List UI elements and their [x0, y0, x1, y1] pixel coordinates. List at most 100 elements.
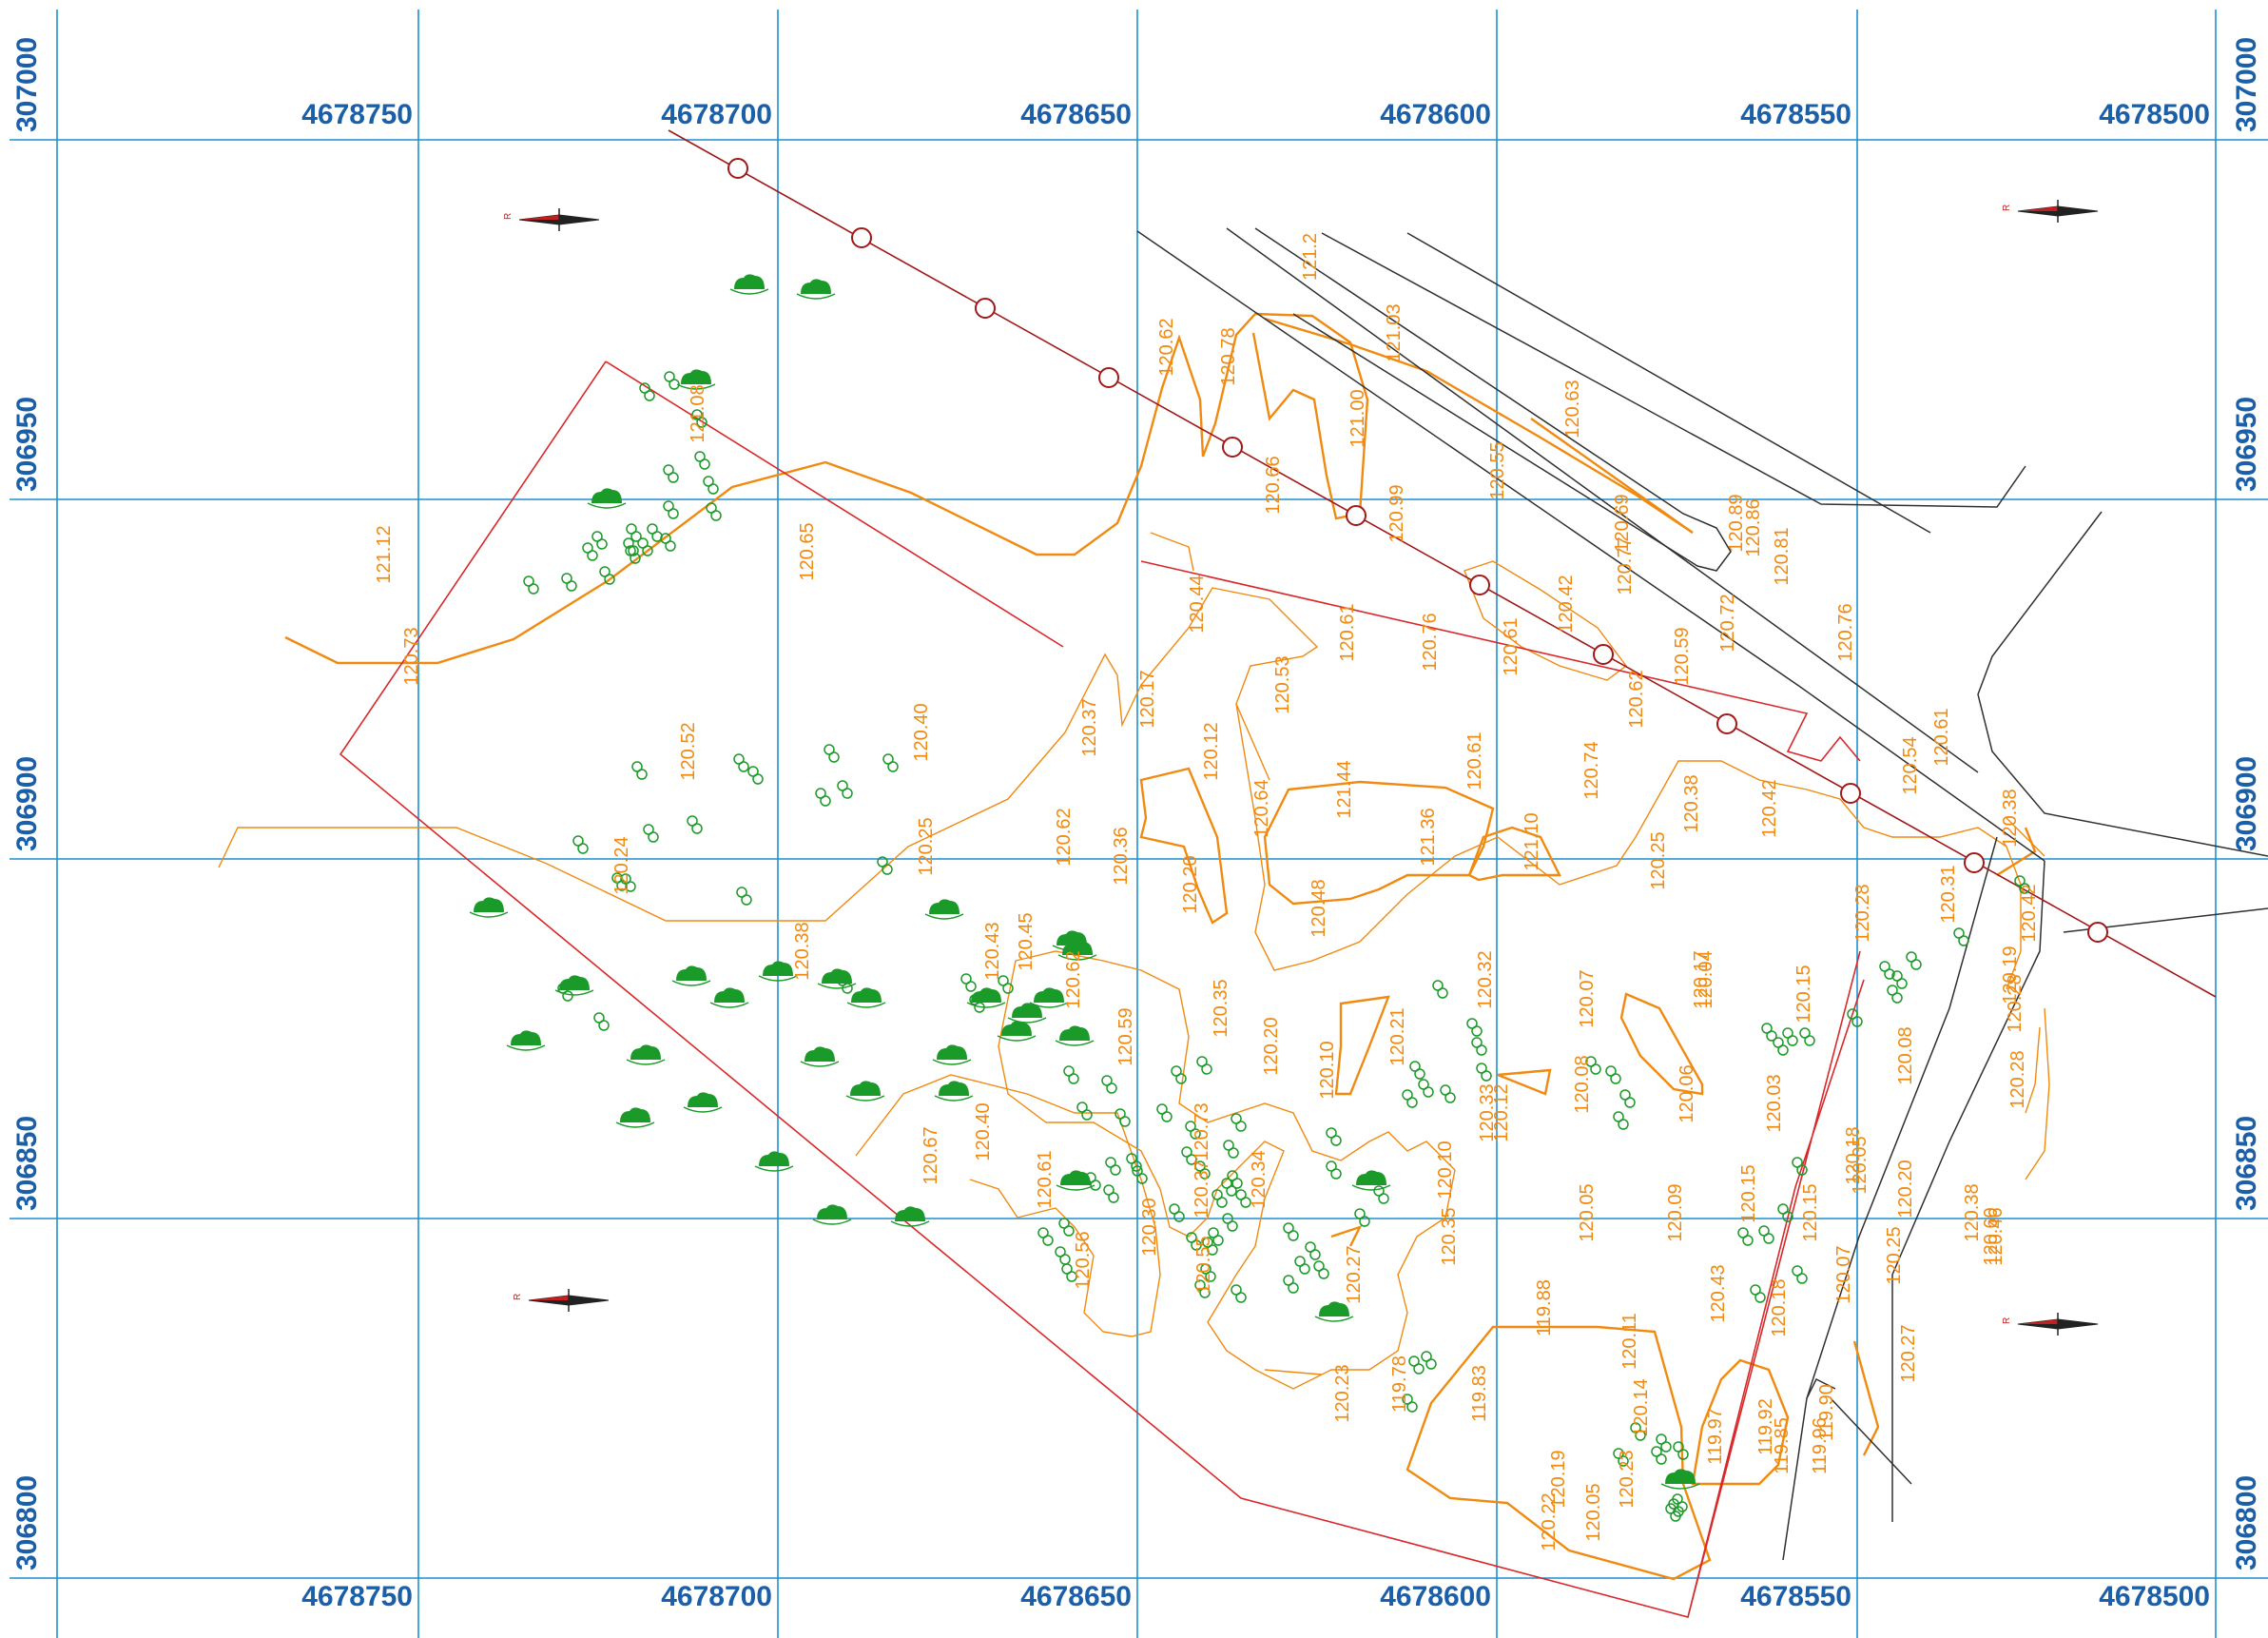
tree-icon — [1782, 1027, 1798, 1046]
elevation-label: 119.85 — [1772, 1417, 1793, 1474]
tree-icon — [998, 975, 1014, 994]
shrub-icon — [758, 961, 798, 982]
x-coordinate-label: 4678750 — [301, 99, 413, 130]
elevation-label: 120.42 — [1759, 779, 1780, 837]
tree-icon — [1408, 1355, 1425, 1375]
elevation-label: 120.63 — [1562, 380, 1583, 438]
y-coordinate-label: 306950 — [2231, 397, 2262, 492]
elevation-label: 120.61 — [1337, 603, 1358, 661]
road-lines — [1136, 227, 2268, 1561]
shrub-icon — [812, 1204, 852, 1225]
tree-icon — [2014, 875, 2030, 894]
elevation-label: 120.27 — [1344, 1245, 1365, 1303]
tree-icon — [1773, 1037, 1789, 1056]
tree-icon — [1283, 1222, 1299, 1241]
elevation-label: 120.22 — [1539, 1492, 1560, 1550]
elevation-label: 120.25 — [1648, 831, 1669, 889]
elevation-label: 120.19 — [1548, 1450, 1569, 1508]
tree-icon — [1402, 1089, 1418, 1108]
x-coordinate-label: 4678700 — [661, 1581, 772, 1612]
elevation-label: 120.66 — [1263, 456, 1284, 514]
elevation-label: 119.88 — [1534, 1279, 1555, 1336]
tree-icon — [1283, 1275, 1299, 1294]
shrub-icon — [890, 1206, 930, 1227]
elevation-label: 120.32 — [1475, 950, 1496, 1008]
elevation-label: 120.09 — [1665, 1183, 1686, 1241]
elevation-label: 120.12 — [1201, 722, 1222, 780]
elevation-label: 121.10 — [1522, 812, 1542, 870]
tree-icon — [1605, 1065, 1621, 1084]
north-arrow-label: R — [513, 1294, 523, 1300]
road-line — [1321, 232, 2026, 508]
tree-icon — [664, 371, 680, 390]
elevation-label: 120.38 — [1681, 774, 1702, 832]
contour-line-minor — [1150, 532, 1194, 572]
elevation-label: 120.44 — [1187, 575, 1208, 633]
road-line — [1406, 232, 1931, 534]
contour-line-minor — [998, 950, 1456, 1390]
shrub-icon — [1007, 1003, 1047, 1024]
elevation-label: 120.15 — [1800, 1183, 1821, 1241]
shrub-icon — [1029, 987, 1069, 1008]
elevation-label: 120.62 — [1626, 670, 1647, 728]
elevation-label: 121.2 — [1300, 233, 1321, 281]
elevation-label: 120.20 — [1895, 1160, 1916, 1218]
tree-icon — [1132, 1165, 1148, 1184]
elevation-label: 120.06 — [1677, 1064, 1697, 1122]
elevation-label: 120.38 — [1962, 1183, 1983, 1241]
contour-line-major — [1691, 1358, 1790, 1486]
tree-icon — [643, 824, 659, 843]
shrub-icon — [817, 968, 857, 989]
tree-icon — [1432, 980, 1448, 999]
elevation-label: 120.53 — [1272, 655, 1293, 713]
tree-icon — [1196, 1056, 1212, 1075]
north-arrow-icon: R — [513, 1289, 610, 1312]
shrub-icon — [1055, 1025, 1095, 1046]
elevation-label: 120.60 — [1981, 1207, 2002, 1265]
elevation-label: 120.11 — [1619, 1313, 1640, 1370]
tree-icon — [1235, 1189, 1251, 1208]
manhole-circle — [1716, 713, 1737, 734]
tree-icon — [882, 753, 899, 772]
elevation-label: 120.18 — [1769, 1278, 1790, 1336]
elevation-label: 120.20 — [1261, 1017, 1282, 1075]
y-coordinate-label: 306850 — [2231, 1116, 2262, 1211]
x-coordinate-label: 4678750 — [301, 1581, 413, 1612]
tree-icon — [1171, 1065, 1187, 1084]
elevation-label: 120.17 — [1691, 950, 1712, 1008]
contour-line-minor — [2025, 1026, 2041, 1114]
tree-icon — [694, 451, 710, 470]
elevation-label: 120.34 — [1249, 1150, 1270, 1208]
tree-icon — [1402, 1394, 1418, 1413]
elevation-label: 120.62 — [1156, 318, 1177, 376]
elevation-label: 120.20 — [1180, 855, 1201, 913]
tree-icon — [1231, 1113, 1247, 1132]
tree-icon — [747, 766, 764, 785]
elevation-label: 120.77 — [1615, 536, 1636, 595]
elevation-label: 120.76 — [1835, 603, 1856, 661]
north-arrow-label: R — [2002, 205, 2012, 211]
elevation-label: 120.99 — [1386, 484, 1407, 542]
elevation-label: 120.27 — [1898, 1324, 1919, 1382]
tree-icon — [591, 531, 608, 550]
tree-icon — [1085, 1172, 1101, 1191]
tree-icon — [523, 575, 539, 595]
shrub-icon — [934, 1081, 974, 1102]
contour-line-major — [1996, 827, 2037, 877]
elevation-labels: 121.12 120.73 121.08 120.65 120.52 120.40 120.… — [374, 233, 2040, 1551]
tree-icon — [736, 887, 752, 906]
tree-icon — [611, 872, 628, 891]
tree-icon — [1186, 1232, 1202, 1251]
shrub-icon — [676, 369, 716, 390]
manhole-circle — [851, 227, 872, 248]
tree-icon — [639, 382, 655, 401]
tree-icon — [1181, 1146, 1197, 1165]
elevation-label: 120.40 — [911, 703, 932, 761]
tree-icon — [1792, 1157, 1808, 1176]
pipeline — [668, 129, 2217, 998]
elevation-label: 119.97 — [1705, 1408, 1726, 1465]
tree-icon — [1421, 1351, 1437, 1370]
tree-icon — [1194, 1279, 1211, 1298]
tree-icon — [1200, 1263, 1216, 1282]
